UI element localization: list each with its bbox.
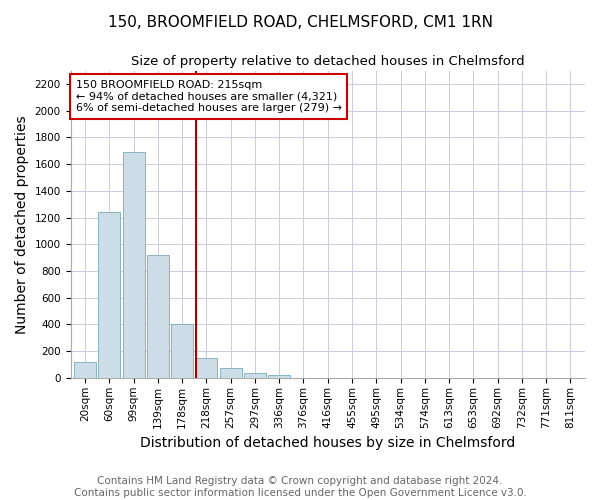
Bar: [244, 372, 266, 378]
X-axis label: Distribution of detached houses by size in Chelmsford: Distribution of detached houses by size …: [140, 436, 515, 450]
Bar: [196, 358, 217, 378]
Bar: [220, 368, 242, 378]
Bar: [171, 324, 193, 378]
Bar: [74, 362, 96, 378]
Bar: [123, 152, 145, 378]
Bar: [268, 375, 290, 378]
Text: Contains HM Land Registry data © Crown copyright and database right 2024.
Contai: Contains HM Land Registry data © Crown c…: [74, 476, 526, 498]
Bar: [147, 255, 169, 378]
Bar: [98, 212, 120, 378]
Title: Size of property relative to detached houses in Chelmsford: Size of property relative to detached ho…: [131, 55, 524, 68]
Text: 150, BROOMFIELD ROAD, CHELMSFORD, CM1 1RN: 150, BROOMFIELD ROAD, CHELMSFORD, CM1 1R…: [107, 15, 493, 30]
Y-axis label: Number of detached properties: Number of detached properties: [15, 115, 29, 334]
Text: 150 BROOMFIELD ROAD: 215sqm
← 94% of detached houses are smaller (4,321)
6% of s: 150 BROOMFIELD ROAD: 215sqm ← 94% of det…: [76, 80, 341, 113]
